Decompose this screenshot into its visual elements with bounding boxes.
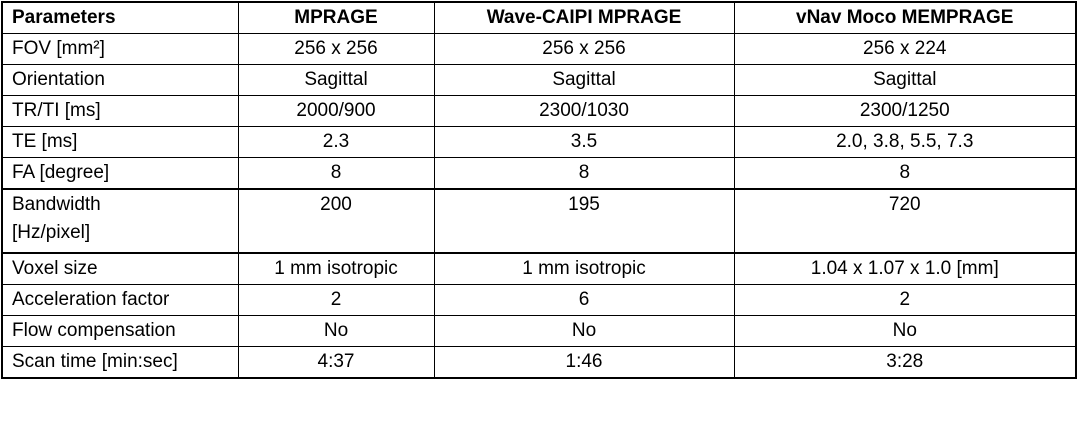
table-row-fov: FOV [mm²] 256 x 256 256 x 256 256 x 224 — [1, 33, 1077, 65]
value-cell: 720 — [733, 188, 1077, 254]
value-cell: No — [733, 315, 1077, 347]
table-row-scan-time: Scan time [min:sec] 4:37 1:46 3:28 — [1, 346, 1077, 379]
value-cell: 3.5 — [433, 126, 735, 158]
value-cell: 2.3 — [237, 126, 435, 158]
value-cell: 3:28 — [733, 346, 1077, 379]
table-row-flow-compensation: Flow compensation No No No — [1, 315, 1077, 347]
table-row-fa: FA [degree] 8 8 8 — [1, 157, 1077, 190]
mri-parameters-table: Parameters MPRAGE Wave-CAIPI MPRAGE vNav… — [1, 1, 1077, 379]
value-cell: 8 — [733, 157, 1077, 190]
param-label: Acceleration factor — [1, 284, 239, 316]
value-cell: 200 — [237, 188, 435, 254]
value-cell: 2000/900 — [237, 95, 435, 127]
header-vnav-moco-memprage: vNav Moco MEMPRAGE — [733, 1, 1077, 34]
param-label: Scan time [min:sec] — [1, 346, 239, 379]
value-cell: 8 — [433, 157, 735, 190]
param-label: Flow compensation — [1, 315, 239, 347]
param-label: FOV [mm²] — [1, 33, 239, 65]
param-label: TR/TI [ms] — [1, 95, 239, 127]
table-row-orientation: Orientation Sagittal Sagittal Sagittal — [1, 64, 1077, 96]
value-cell: 256 x 224 — [733, 33, 1077, 65]
value-cell: Sagittal — [237, 64, 435, 96]
table-row-tr-ti: TR/TI [ms] 2000/900 2300/1030 2300/1250 — [1, 95, 1077, 127]
value-cell: 2 — [733, 284, 1077, 316]
value-cell: 256 x 256 — [237, 33, 435, 65]
value-cell: 1 mm isotropic — [433, 252, 735, 285]
value-cell: 1 mm isotropic — [237, 252, 435, 285]
header-parameters: Parameters — [1, 1, 239, 34]
value-cell: 6 — [433, 284, 735, 316]
value-cell: No — [433, 315, 735, 347]
value-cell: 195 — [433, 188, 735, 254]
value-cell: 2300/1030 — [433, 95, 735, 127]
value-cell: Sagittal — [733, 64, 1077, 96]
header-mprage: MPRAGE — [237, 1, 435, 34]
value-cell: 2 — [237, 284, 435, 316]
value-cell: No — [237, 315, 435, 347]
value-cell: 2300/1250 — [733, 95, 1077, 127]
value-cell: 8 — [237, 157, 435, 190]
param-label: Voxel size — [1, 252, 239, 285]
value-cell: 256 x 256 — [433, 33, 735, 65]
value-cell: Sagittal — [433, 64, 735, 96]
table-row-acceleration-factor: Acceleration factor 2 6 2 — [1, 284, 1077, 316]
param-label: FA [degree] — [1, 157, 239, 190]
param-label: TE [ms] — [1, 126, 239, 158]
value-cell: 1:46 — [433, 346, 735, 379]
value-cell: 1.04 x 1.07 x 1.0 [mm] — [733, 252, 1077, 285]
table-row-voxel-size: Voxel size 1 mm isotropic 1 mm isotropic… — [1, 252, 1077, 285]
table-row-te: TE [ms] 2.3 3.5 2.0, 3.8, 5.5, 7.3 — [1, 126, 1077, 158]
param-label: Orientation — [1, 64, 239, 96]
value-cell: 4:37 — [237, 346, 435, 379]
header-row: Parameters MPRAGE Wave-CAIPI MPRAGE vNav… — [1, 1, 1077, 34]
header-wave-caipi-mprage: Wave-CAIPI MPRAGE — [433, 1, 735, 34]
param-label: Bandwidth [Hz/pixel] — [1, 188, 239, 254]
value-cell: 2.0, 3.8, 5.5, 7.3 — [733, 126, 1077, 158]
table-row-bandwidth: Bandwidth [Hz/pixel] 200 195 720 — [1, 188, 1077, 254]
